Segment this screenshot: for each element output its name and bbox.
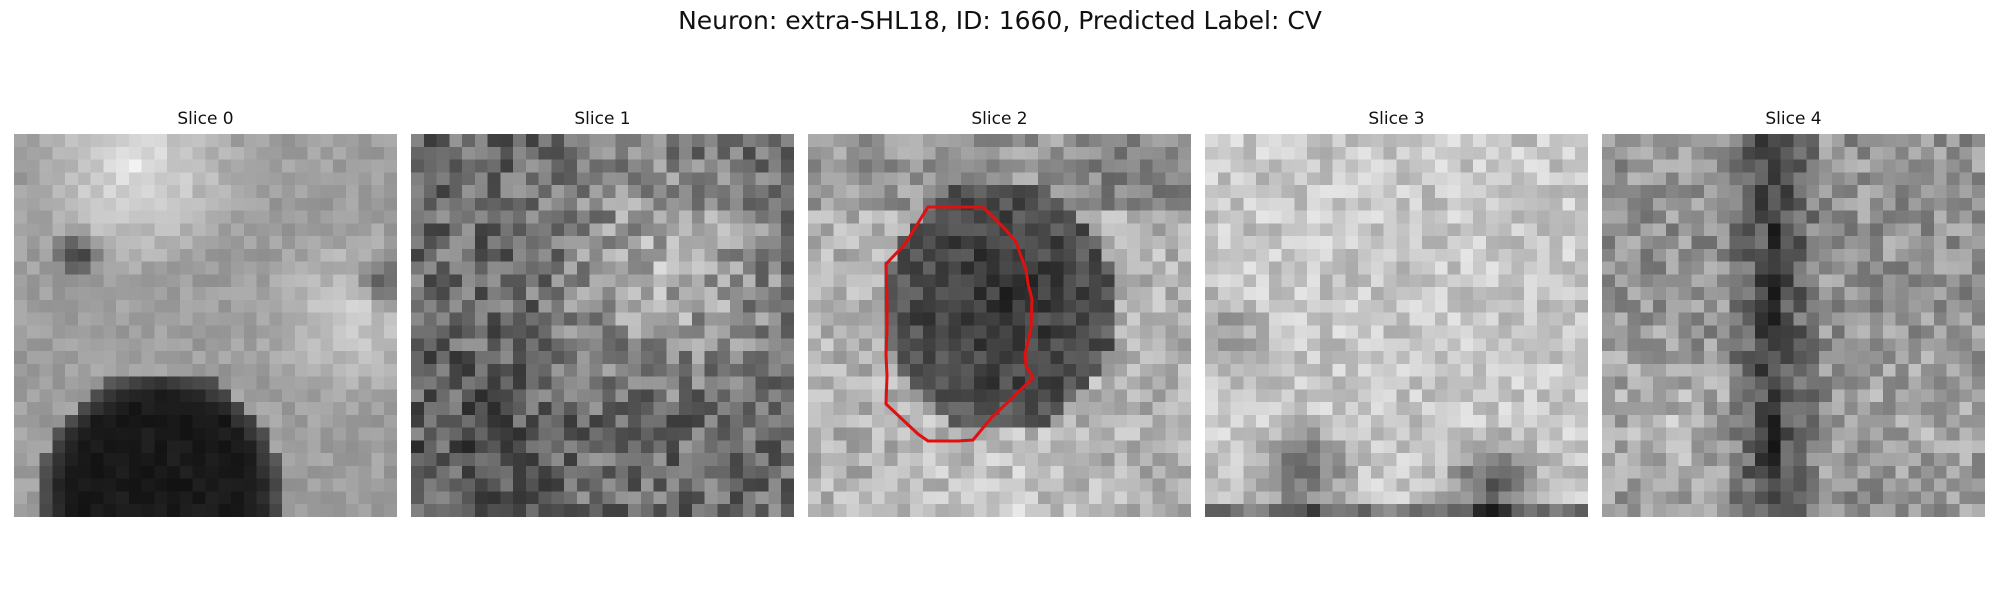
slice-panel-4: Slice 4 <box>1602 108 1985 517</box>
slice-image-4 <box>1602 134 1985 517</box>
slice-title: Slice 2 <box>971 109 1028 129</box>
slice-title: Slice 3 <box>1368 109 1425 129</box>
slice-image-2 <box>808 134 1191 517</box>
slice-title: Slice 1 <box>574 109 631 129</box>
slice-panel-0: Slice 0 <box>14 108 397 517</box>
slice-image-1 <box>411 134 794 517</box>
slice-title: Slice 4 <box>1765 109 1822 129</box>
figure-title: Neuron: extra-SHL18, ID: 1660, Predicted… <box>678 6 1322 35</box>
slice-panel-1: Slice 1 <box>411 108 794 517</box>
slice-title: Slice 0 <box>177 109 234 129</box>
slice-panel-3: Slice 3 <box>1205 108 1588 517</box>
slice-image-3 <box>1205 134 1588 517</box>
slice-panel-2: Slice 2 <box>808 108 1191 517</box>
roi-contour <box>884 205 1035 443</box>
slice-image-0 <box>14 134 397 517</box>
